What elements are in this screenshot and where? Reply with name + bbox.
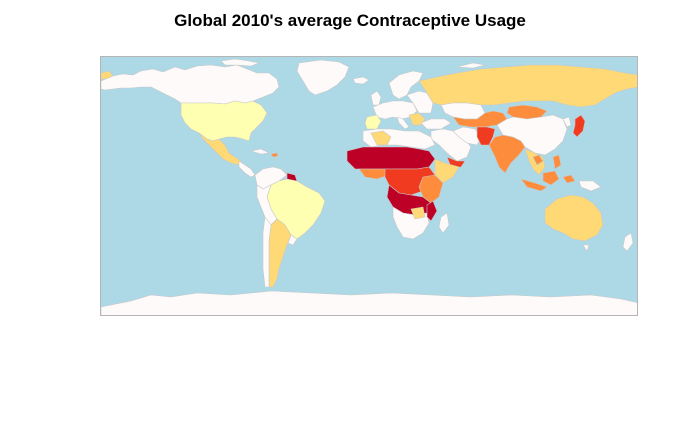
region-italy — [396, 116, 410, 130]
region-uruguay — [287, 234, 298, 246]
region-arctic-islands — [220, 58, 260, 67]
region-canada-alaska — [101, 64, 280, 105]
region-turkey — [420, 118, 452, 130]
region-china — [496, 114, 568, 156]
region-japan — [572, 114, 586, 138]
region-haiti — [270, 152, 279, 158]
region-new-zealand — [622, 232, 634, 252]
region-usa — [180, 100, 268, 142]
region-morocco-algeria — [370, 130, 392, 146]
region-scandinavia — [388, 70, 424, 100]
region-russia-east-tip — [101, 70, 114, 80]
region-australia — [544, 194, 604, 242]
region-indonesia-borneo — [542, 170, 560, 186]
map-title: Global 2010's average Contraceptive Usag… — [174, 11, 526, 30]
region-india — [488, 134, 526, 174]
region-indonesia-east — [562, 174, 576, 184]
region-central-asia — [452, 110, 508, 128]
region-tasmania — [582, 244, 590, 252]
region-eastern-europe — [406, 90, 434, 114]
region-zambia — [410, 206, 426, 220]
region-indonesia-west — [520, 178, 548, 192]
region-antarctica — [101, 290, 637, 315]
region-east-africa — [418, 174, 444, 204]
region-sahel — [346, 146, 436, 170]
region-north-korea — [562, 116, 572, 128]
region-mozambique — [426, 200, 438, 222]
region-chile — [262, 216, 272, 288]
region-madagascar — [438, 212, 450, 234]
region-central-america — [238, 160, 256, 178]
region-iceland — [352, 76, 370, 85]
region-mexico — [198, 132, 242, 166]
region-afghanistan-pakistan — [476, 126, 496, 146]
world-map — [100, 56, 638, 316]
region-laos-cambodia — [532, 154, 544, 166]
region-arctic-russia-islands — [456, 62, 486, 69]
region-new-guinea — [578, 180, 602, 192]
region-uk — [370, 90, 382, 106]
region-cuba — [250, 148, 270, 155]
region-philippines — [552, 154, 562, 170]
region-southeast-asia-mainland — [524, 148, 546, 176]
region-greenland — [296, 59, 350, 96]
